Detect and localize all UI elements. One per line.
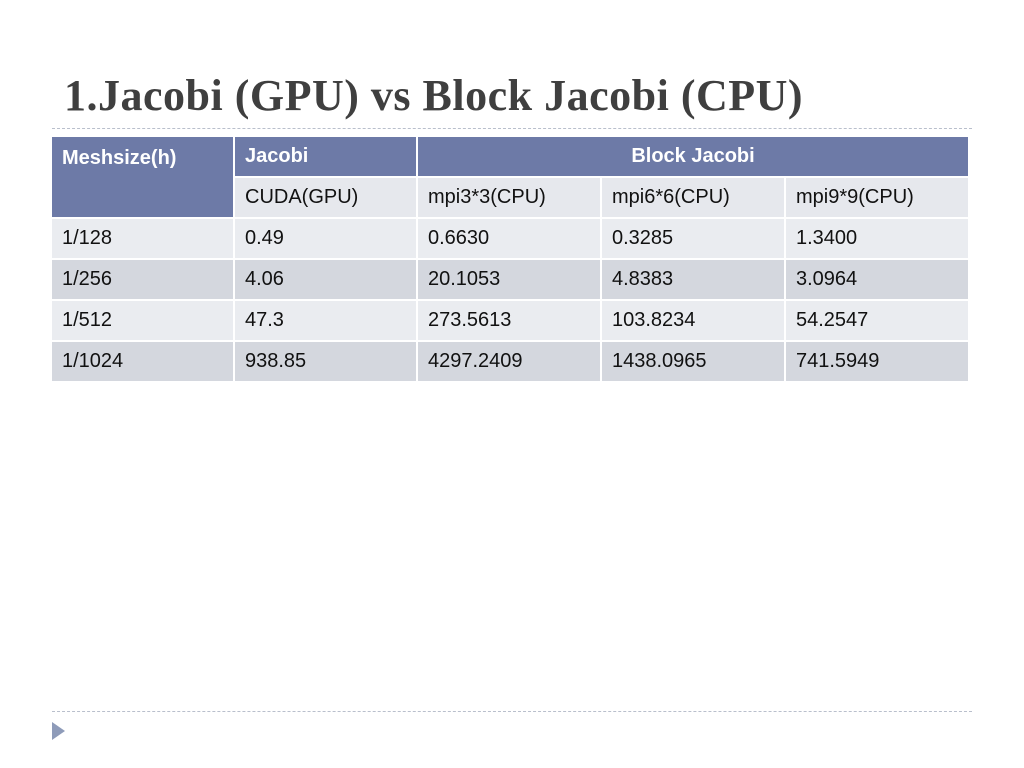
- table-row: 1/512 47.3 273.5613 103.8234 54.2547: [52, 301, 969, 340]
- table-cell: 4.06: [235, 260, 416, 299]
- table-row: 1/128 0.49 0.6630 0.3285 1.3400: [52, 219, 969, 258]
- subheader-mpi9: mpi9*9(CPU): [786, 178, 969, 217]
- table-cell: 20.1053: [418, 260, 600, 299]
- table-cell: 1/1024: [52, 342, 233, 381]
- header-jacobi: Jacobi: [235, 137, 416, 176]
- table-cell: 103.8234: [602, 301, 784, 340]
- header-block-jacobi: Block Jacobi: [418, 137, 969, 176]
- table-cell: 1/512: [52, 301, 233, 340]
- triangle-right-icon: [52, 722, 65, 740]
- table-cell: 0.3285: [602, 219, 784, 258]
- table-cell: 1/256: [52, 260, 233, 299]
- table-row: 1/256 4.06 20.1053 4.8383 3.0964: [52, 260, 969, 299]
- table-cell: 54.2547: [786, 301, 969, 340]
- subheader-row: CUDA(GPU) mpi3*3(CPU) mpi6*6(CPU) mpi9*9…: [52, 178, 969, 217]
- table-cell: 3.0964: [786, 260, 969, 299]
- footer-divider: [52, 711, 972, 712]
- header-meshsize: Meshsize(h): [52, 137, 233, 217]
- table-cell: 47.3: [235, 301, 416, 340]
- slide-title: 1.Jacobi (GPU) vs Block Jacobi (CPU): [64, 71, 804, 120]
- results-table: Meshsize(h) Jacobi Block Jacobi CUDA(GPU…: [50, 135, 971, 383]
- table-cell: 4297.2409: [418, 342, 600, 381]
- subheader-mpi3: mpi3*3(CPU): [418, 178, 600, 217]
- title-divider: [52, 128, 972, 129]
- table-cell: 1.3400: [786, 219, 969, 258]
- subheader-cuda-gpu: CUDA(GPU): [235, 178, 416, 217]
- table-cell: 1/128: [52, 219, 233, 258]
- table-cell: 0.6630: [418, 219, 600, 258]
- table-cell: 741.5949: [786, 342, 969, 381]
- table-row: 1/1024 938.85 4297.2409 1438.0965 741.59…: [52, 342, 969, 381]
- subheader-mpi6: mpi6*6(CPU): [602, 178, 784, 217]
- table-cell: 1438.0965: [602, 342, 784, 381]
- table-cell: 4.8383: [602, 260, 784, 299]
- table-cell: 0.49: [235, 219, 416, 258]
- table-cell: 938.85: [235, 342, 416, 381]
- table-cell: 273.5613: [418, 301, 600, 340]
- header-row: Meshsize(h) Jacobi Block Jacobi: [52, 137, 969, 217]
